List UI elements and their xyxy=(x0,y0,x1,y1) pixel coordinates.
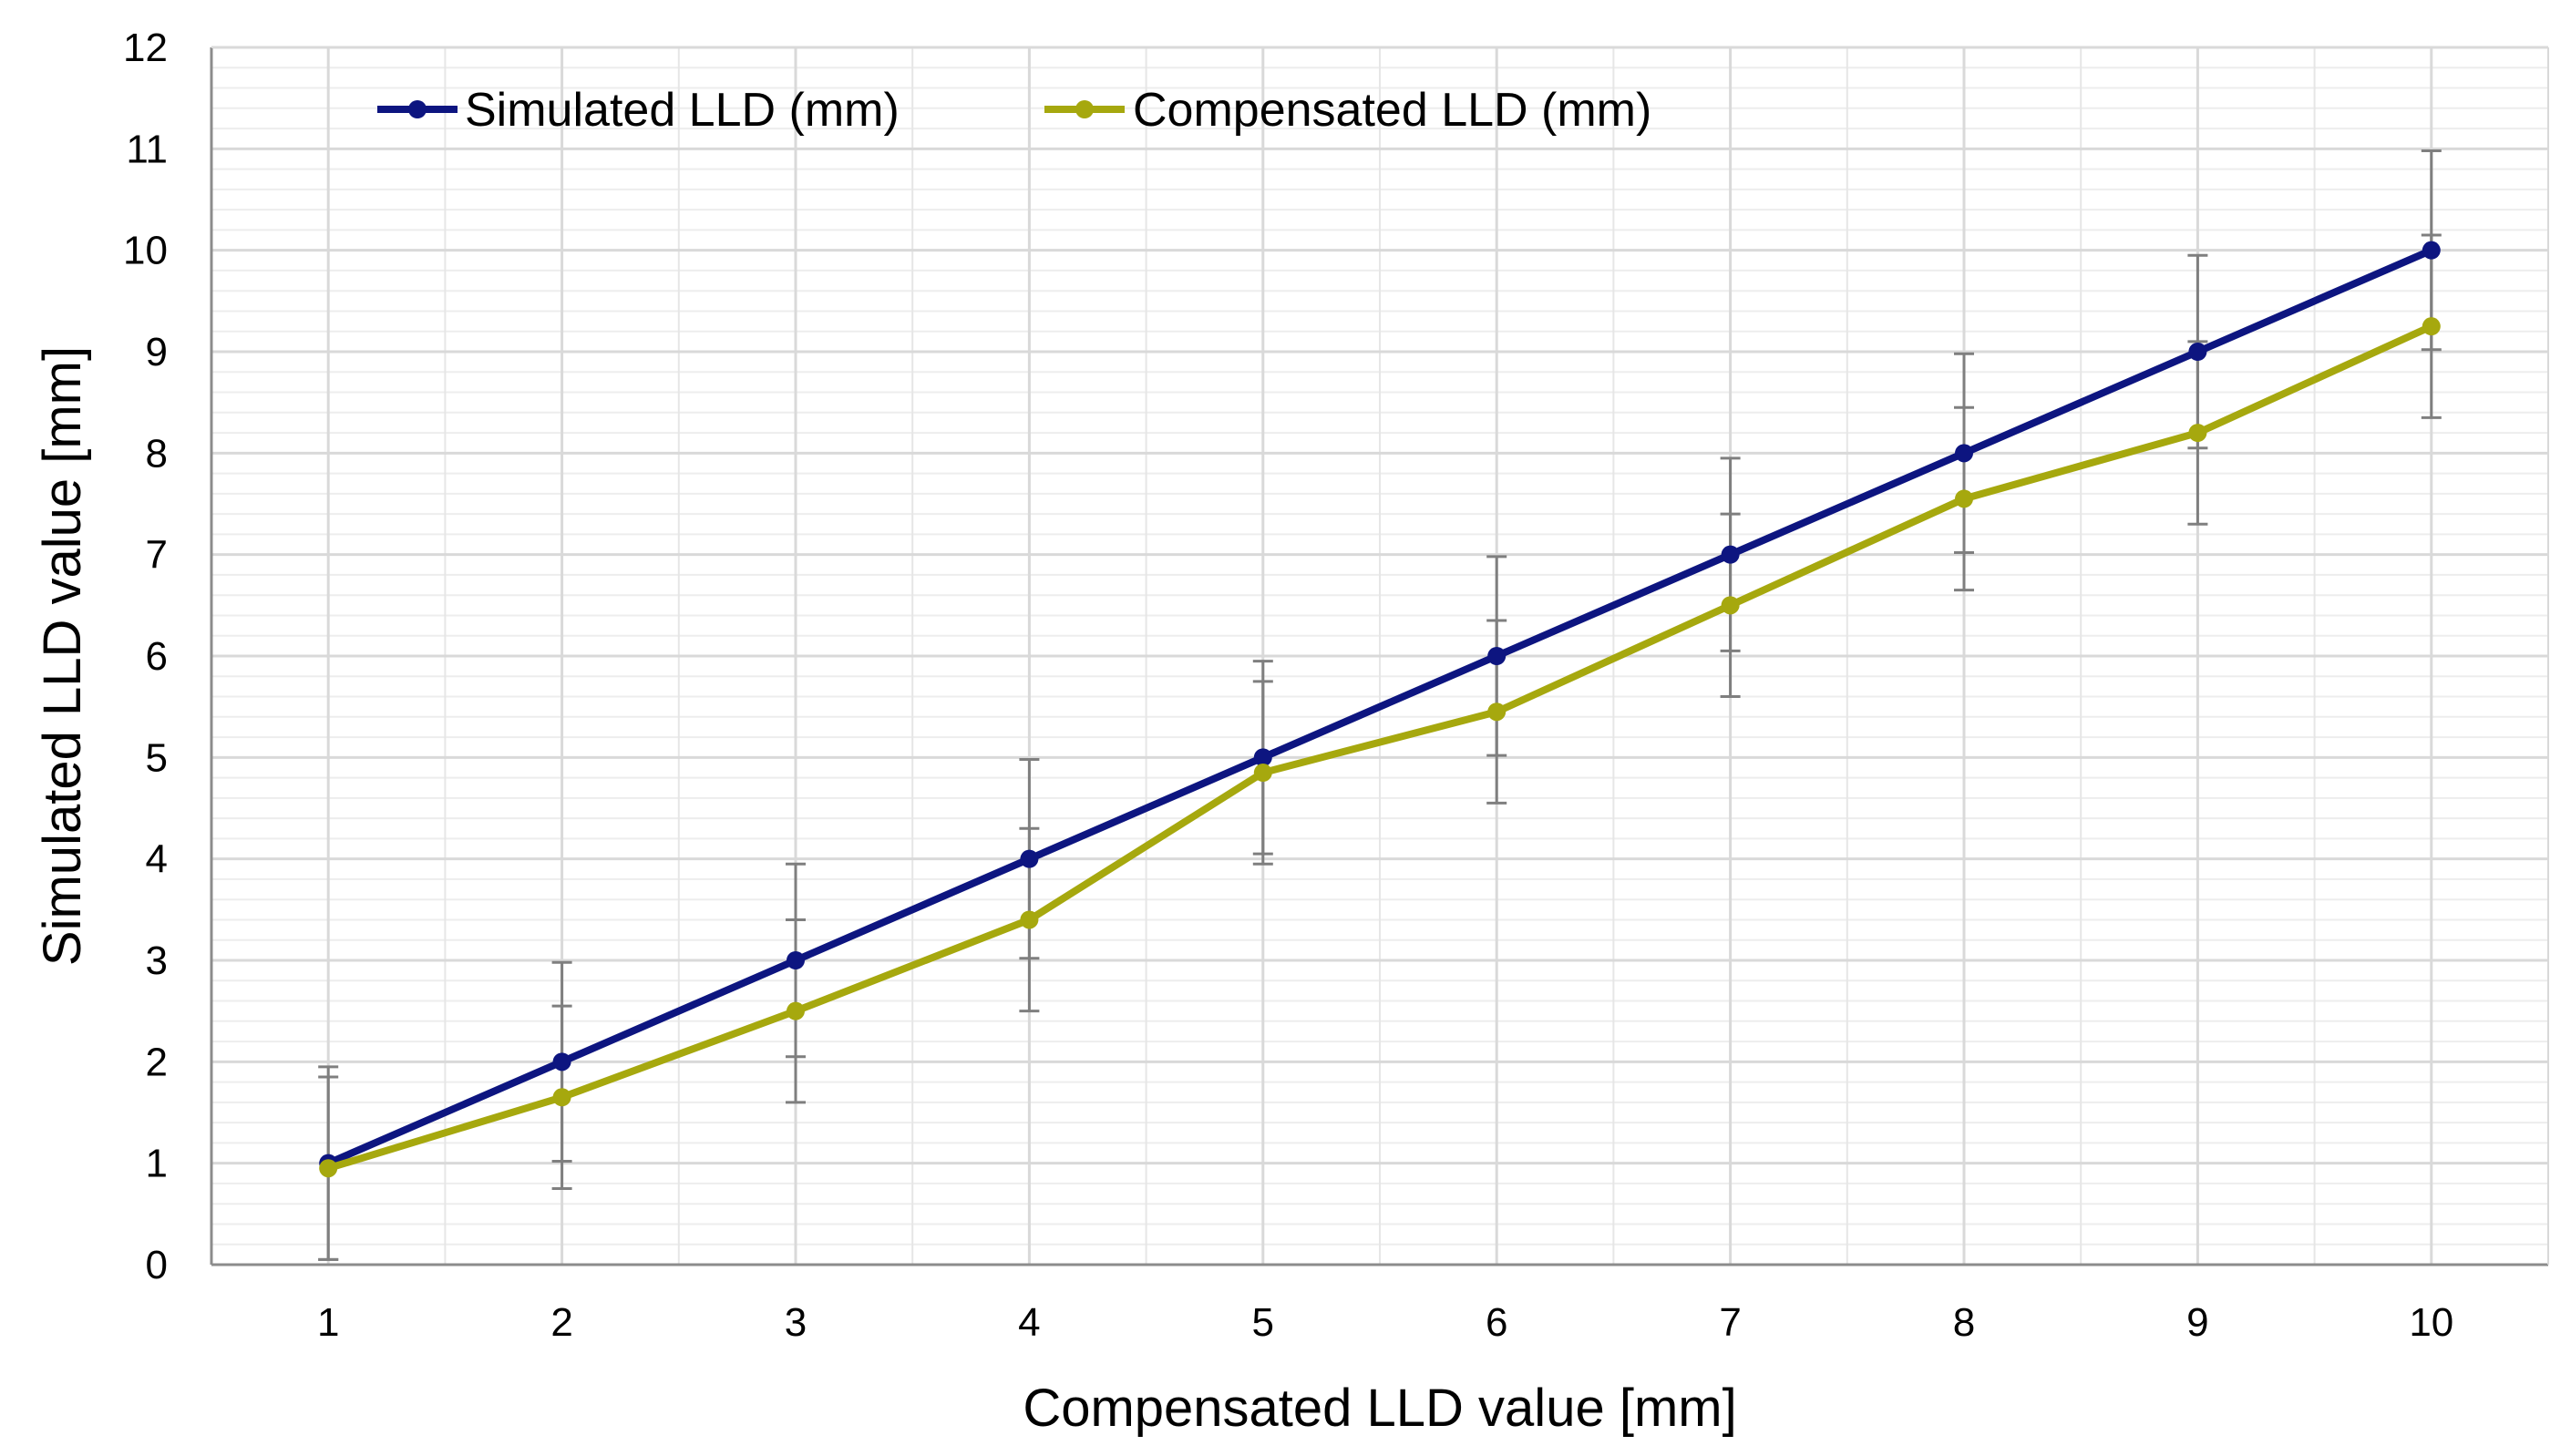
axes xyxy=(210,46,2549,1266)
grid-lines xyxy=(211,46,2549,1266)
series-point-1 xyxy=(1721,545,1740,564)
series-point-2 xyxy=(1487,702,1507,722)
y-tick-label: 11 xyxy=(126,127,168,171)
series-line-1 xyxy=(326,246,2433,1167)
y-tick-label: 6 xyxy=(146,634,168,679)
x-tick-label: 9 xyxy=(2186,1300,2208,1345)
series-point-2 xyxy=(2188,424,2207,443)
y-tick-label: 3 xyxy=(146,938,168,983)
y-tick-label: 10 xyxy=(123,229,168,273)
y-tick-label: 2 xyxy=(146,1040,168,1084)
y-tick-label: 12 xyxy=(123,26,168,70)
series-point-2 xyxy=(1721,596,1740,615)
x-tick-label: 2 xyxy=(550,1300,572,1345)
y-tick-label: 9 xyxy=(146,330,168,374)
y-tick-label: 0 xyxy=(146,1243,168,1287)
series-point-1 xyxy=(2422,241,2441,260)
series-point-1 xyxy=(2188,343,2207,361)
legend-label-2: Compensated LLD (mm) xyxy=(1133,84,1651,137)
x-tick-label: 10 xyxy=(2409,1300,2453,1345)
x-tick-label: 5 xyxy=(1252,1300,1274,1345)
y-tick-label: 7 xyxy=(146,533,168,578)
y-tick-label: 5 xyxy=(146,735,168,780)
series-line-2 xyxy=(327,323,2433,1173)
x-tick-label: 4 xyxy=(1018,1300,1040,1345)
series-point-1 xyxy=(1253,748,1272,767)
x-tick-label: 7 xyxy=(1719,1300,1741,1345)
series-point-2 xyxy=(787,1001,805,1020)
x-tick-label: 3 xyxy=(785,1300,807,1345)
legend-label-1: Simulated LLD (mm) xyxy=(465,84,900,137)
series-point-1 xyxy=(787,951,805,969)
series-point-1 xyxy=(1955,444,1973,463)
x-tick-label: 6 xyxy=(1486,1300,1507,1345)
series-point-2 xyxy=(2422,317,2441,336)
series-point-1 xyxy=(552,1052,571,1071)
legend-marker-1 xyxy=(408,100,427,118)
x-tick-label: 1 xyxy=(317,1300,339,1345)
legend-marker-2 xyxy=(1075,100,1094,118)
data-series xyxy=(319,241,2441,1178)
series-point-2 xyxy=(552,1088,571,1107)
series-point-2 xyxy=(1020,910,1039,929)
y-axis-title: Simulated LLD value [mm] xyxy=(33,346,92,966)
series-point-2 xyxy=(319,1159,338,1178)
series-point-2 xyxy=(1253,764,1272,783)
x-axis-title: Compensated LLD value [mm] xyxy=(1023,1379,1736,1438)
series-point-2 xyxy=(1955,489,1973,508)
legend: Simulated LLD (mm) Compensated LLD (mm) xyxy=(377,84,1651,137)
x-tick-label: 8 xyxy=(1953,1300,1975,1345)
y-tick-label: 1 xyxy=(146,1142,168,1186)
series-point-1 xyxy=(1020,849,1039,868)
y-tick-label: 4 xyxy=(146,837,168,882)
series-point-1 xyxy=(1487,647,1507,665)
y-tick-label: 8 xyxy=(146,431,168,476)
